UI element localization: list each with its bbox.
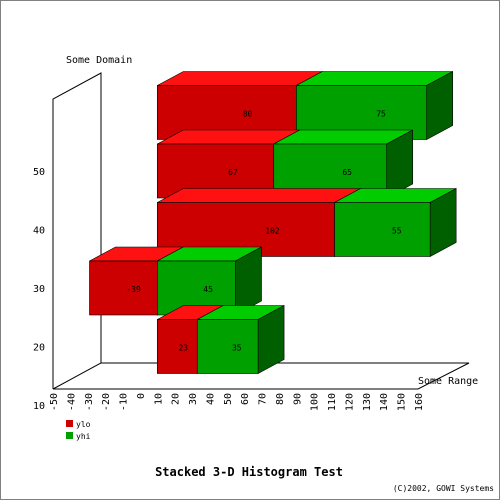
- x-tick-label: 120: [344, 393, 355, 411]
- y-axis-title: Some Domain: [66, 55, 132, 66]
- y-tick-label: 20: [33, 343, 45, 354]
- bars-group: 80 75 67 65 102 55 -39 45 23 35: [89, 70, 457, 375]
- bar-ylo-60-top: [157, 71, 323, 86]
- data-label: 67: [228, 168, 238, 177]
- data-label: -39: [126, 285, 141, 294]
- y-axis-ticks: 10 20 30 40 50: [33, 167, 45, 412]
- data-label: 80: [243, 110, 253, 119]
- x-tick-label: -20: [101, 393, 112, 411]
- x-tick-label: 100: [310, 393, 321, 411]
- y-tick-label: 30: [33, 284, 45, 295]
- x-tick-label: 80: [275, 393, 286, 405]
- x-tick-label: -30: [84, 393, 95, 411]
- x-tick-label: 40: [205, 393, 216, 405]
- x-tick-label: -50: [49, 393, 60, 411]
- chart-title: Stacked 3-D Histogram Test: [155, 465, 343, 479]
- x-tick-label: 10: [153, 393, 164, 405]
- x-tick-label: 150: [397, 393, 408, 411]
- bar-yhi-20: [196, 319, 259, 374]
- x-tick-label: 30: [188, 393, 199, 405]
- bar-yhi-60-top: [296, 71, 453, 86]
- bar-ylo-30: [89, 260, 158, 316]
- x-tick-label: 70: [258, 393, 269, 405]
- y-tick-label: 10: [33, 401, 45, 412]
- floor: [53, 362, 470, 390]
- chart-axes: [52, 72, 470, 390]
- x-tick-label: -10: [119, 393, 130, 411]
- x-tick-label: 110: [327, 393, 338, 411]
- x-tick-label: 160: [414, 393, 425, 411]
- copyright-text: (C)2002, GOWI Systems: [393, 484, 494, 493]
- left-wall: [52, 72, 102, 390]
- x-tick-label: 20: [171, 393, 182, 405]
- legend: ylo yhi: [66, 420, 91, 441]
- data-label: 75: [376, 110, 386, 119]
- data-label: 55: [392, 227, 402, 236]
- y-tick-label: 40: [33, 226, 45, 237]
- bar-ylo-40-top: [157, 188, 361, 203]
- data-label: 102: [265, 227, 280, 236]
- x-tick-label: 50: [223, 393, 234, 405]
- x-tick-label: 0: [136, 393, 147, 399]
- legend-swatch-ylo: [66, 420, 73, 427]
- data-label: 35: [232, 344, 242, 353]
- y-tick-label: 50: [33, 167, 45, 178]
- data-label: 65: [342, 168, 352, 177]
- x-tick-label: 90: [292, 393, 303, 405]
- data-label: 23: [178, 344, 188, 353]
- x-axis-title: Some Range: [418, 376, 478, 387]
- x-tick-label: 60: [240, 393, 251, 405]
- legend-label-ylo: ylo: [76, 420, 91, 429]
- bar-yhi-40: [334, 202, 431, 257]
- data-label: 45: [203, 285, 213, 294]
- x-tick-label: 130: [362, 393, 373, 411]
- bar-ylo-20: [156, 319, 198, 374]
- x-tick-label: 140: [379, 393, 390, 411]
- x-axis-ticks: -50 -40 -30 -20 -10 0 10 20 30 40 50 60 70 80 90 100 110…: [49, 393, 425, 411]
- legend-swatch-yhi: [66, 432, 73, 439]
- x-tick-label: -40: [66, 393, 77, 411]
- legend-label-yhi: yhi: [76, 432, 91, 441]
